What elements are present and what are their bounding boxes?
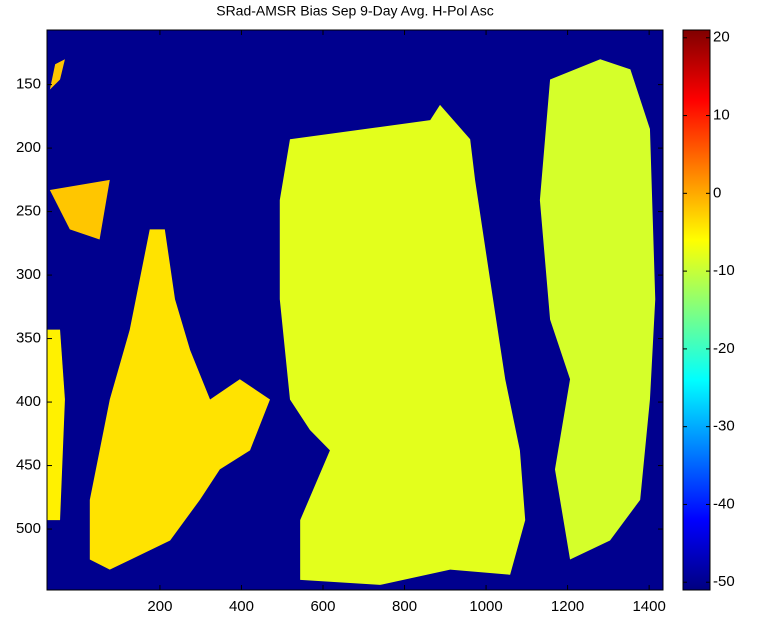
region (49, 179, 110, 240)
y-tick-label: 300 (16, 266, 41, 283)
x-tick-label: 600 (310, 598, 335, 615)
y-tick-label: 500 (16, 520, 41, 537)
y-tick-label: 350 (16, 330, 41, 347)
colorbar-tick-label: 20 (713, 29, 730, 46)
y-tick-label: 450 (16, 457, 41, 474)
colorbar-tick-label: -50 (713, 573, 735, 590)
y-tick-label: 250 (16, 203, 41, 220)
colorbar-tick-label: -30 (713, 418, 735, 435)
x-tick-label: 200 (147, 598, 172, 615)
regions (47, 59, 656, 585)
x-tick-label: 800 (392, 598, 417, 615)
colorbar-tick-label: -10 (713, 262, 735, 279)
x-tick-label: 1200 (551, 598, 584, 615)
x-tick-label: 400 (229, 598, 254, 615)
y-tick-label: 200 (16, 139, 41, 156)
y-tick-label: 150 (16, 76, 41, 93)
region (539, 59, 656, 560)
x-tick-label: 1000 (469, 598, 502, 615)
colorbar-tick-label: -40 (713, 495, 735, 512)
region (89, 229, 270, 570)
region (47, 329, 65, 521)
x-tick-label: 1400 (632, 598, 665, 615)
chart-title: SRad-AMSR Bias Sep 9-Day Avg. H-Pol Asc (216, 3, 494, 19)
region (279, 104, 526, 585)
colorbar-tick-label: 10 (713, 107, 730, 124)
colorbar (682, 29, 711, 591)
plot-frame (46, 29, 664, 591)
region (49, 59, 65, 90)
colorbar-tick-label: 0 (713, 184, 721, 201)
y-tick-label: 400 (16, 393, 41, 410)
colorbar-tick-label: -20 (713, 340, 735, 357)
